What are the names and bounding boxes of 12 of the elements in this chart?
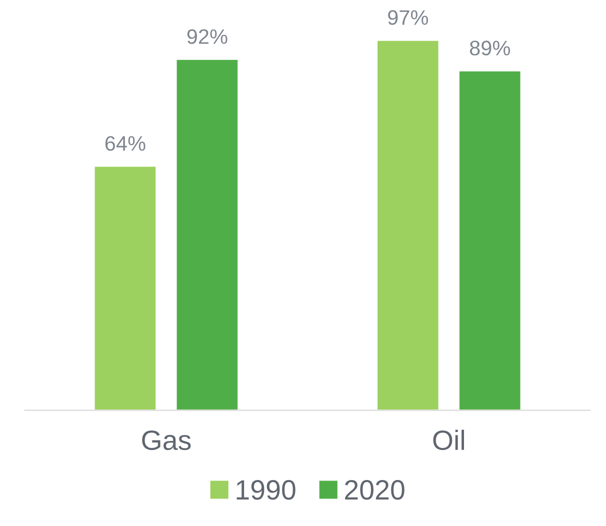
- bar: [376, 39, 440, 410]
- bar: [458, 70, 522, 410]
- bar: [175, 58, 239, 410]
- x-tick-label: Oil: [433, 430, 464, 450]
- bar: [93, 165, 157, 410]
- x-tick-label: Gas: [142, 430, 191, 450]
- data-label: 97%: [388, 10, 428, 25]
- legend-label: 2020: [345, 480, 404, 500]
- legend-label: 1990: [236, 480, 296, 500]
- data-label: 92%: [187, 29, 228, 44]
- data-label: 64%: [105, 136, 146, 151]
- data-label: 89%: [470, 40, 510, 56]
